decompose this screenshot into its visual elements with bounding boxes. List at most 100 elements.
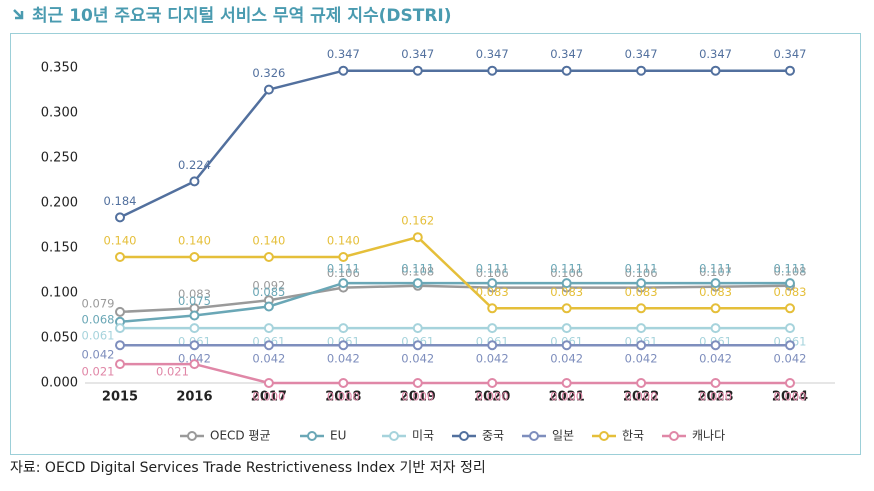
data-label: 0.326 [252,66,285,80]
data-point [338,278,349,289]
data-label: 0.111 [401,262,434,276]
data-label: 0.140 [252,234,285,248]
data-point [189,340,200,351]
data-label: 0.106 [327,266,360,280]
data-point [487,278,498,289]
data-point [263,84,274,95]
y-tick-label: 0.250 [41,151,78,166]
data-point [412,232,423,243]
data-point [636,278,647,289]
data-point [636,340,647,351]
data-label: 0.083 [625,285,658,299]
data-label: 0.083 [774,285,807,299]
data-label: 0.111 [774,262,807,276]
data-point [115,323,125,334]
data-label: 0.042 [401,352,434,366]
y-tick-label: 0.000 [41,376,78,391]
data-label: 0.042 [327,352,360,366]
legend-label: 캐나다 [692,429,725,443]
data-label: 0.083 [178,287,211,301]
data-label: 0.224 [178,158,211,172]
data-label: 0.042 [178,352,211,366]
data-label: 0.042 [550,352,583,366]
legend-label: 한국 [622,429,644,443]
data-label: 0.162 [401,214,434,228]
data-point [263,323,274,334]
x-tick-label: 2024 [772,390,808,405]
data-point [189,359,200,370]
x-tick-label: 2019 [400,390,436,405]
data-label: 0.042 [82,348,115,362]
data-point [412,278,423,289]
data-point [115,252,125,262]
data-point [710,278,721,289]
x-tick-label: 2015 [102,390,138,405]
data-label: 0.000 [252,390,285,404]
legend-item: 중국 [452,429,504,443]
data-label: 0.000 [476,390,509,404]
data-label: 0.106 [550,266,583,280]
data-point [338,340,349,351]
data-point [710,65,721,76]
x-tick-label: 2020 [474,390,510,405]
data-label: 0.140 [327,234,360,248]
data-point [115,212,125,223]
data-point [636,303,647,314]
data-point [487,378,498,388]
data-point [412,65,423,76]
y-tick-label: 0.150 [41,241,78,256]
data-point [785,303,795,314]
x-tick-label: 2016 [176,390,212,405]
data-point [189,310,200,321]
chart-frame [10,33,861,455]
data-label: 0.106 [625,266,658,280]
title-icon [13,9,24,20]
data-label: 0.347 [699,47,732,61]
series-line [120,235,790,310]
x-tick-label: 2017 [251,390,287,405]
data-label: 0.083 [476,285,509,299]
data-label: 0.140 [104,234,137,248]
data-point [710,303,721,314]
data-label: 0.068 [82,312,115,326]
data-point [115,359,125,370]
y-tick-label: 0.200 [41,196,78,211]
data-point [263,340,274,351]
source-note: 자료: OECD Digital Services Trade Restrict… [10,460,486,476]
data-label: 0.042 [625,352,658,366]
data-label: 0.108 [774,264,807,278]
data-label: 0.042 [252,352,285,366]
series: 0.068 0.075 0.085 0.111 0.111 0.111 0.111 0.111… [82,262,807,327]
data-label: 0.111 [327,262,360,276]
series-line [119,69,790,219]
legend-marker [669,431,679,441]
data-point [561,340,572,351]
data-label: 0.106 [476,266,509,280]
data-label: 0.092 [252,279,285,293]
legend-label: OECD 평균 [210,429,271,443]
data-point [785,65,795,76]
data-point [115,340,125,351]
legend-item: 미국 [382,429,434,443]
data-label: 0.085 [252,285,285,299]
x-tick-label: 2023 [697,390,733,405]
legend-marker [389,431,399,441]
data-label: 0.000 [401,390,434,404]
data-label: 0.000 [327,390,360,404]
y-tick-label: 0.350 [41,61,78,76]
data-label: 0.111 [699,262,732,276]
legend-label: 미국 [412,429,434,443]
data-label: 0.000 [625,390,658,404]
legend-marker [599,431,609,441]
data-point [338,378,349,388]
y-tick-label: 0.100 [41,286,78,301]
series: 0.140 0.140 0.140 0.140 0.162 0.083 0.083 0.083… [104,214,807,314]
x-tick-label: 2022 [623,390,659,405]
data-label: 0.184 [104,194,137,208]
data-point [189,176,200,187]
data-point [561,278,572,289]
chart-title: 최근 10년 주요국 디지털 서비스 무역 규제 지수(DSTRI) [32,6,452,26]
data-label: 0.347 [774,47,807,61]
data-label: 0.042 [774,352,807,366]
data-point [785,278,795,289]
